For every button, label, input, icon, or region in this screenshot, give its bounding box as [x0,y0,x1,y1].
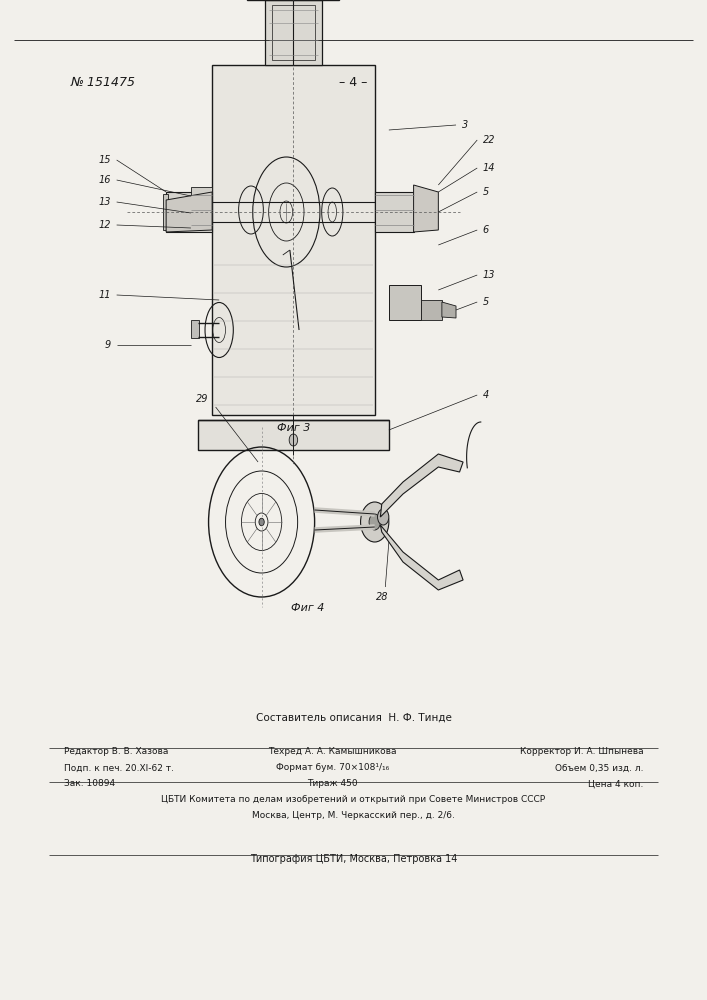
Text: 3: 3 [462,120,468,130]
Circle shape [259,518,264,526]
Bar [265,0,322,65]
Text: 28: 28 [375,592,388,602]
Text: 4: 4 [483,390,489,400]
Text: Москва, Центр, М. Черкасский пер., д. 2/6.: Москва, Центр, М. Черкасский пер., д. 2/… [252,812,455,820]
Polygon shape [380,454,463,517]
Bar [191,187,212,205]
Bar [166,192,212,232]
Text: Редактор В. В. Хазова: Редактор В. В. Хазова [64,748,168,756]
Text: Формат бум. 70×108¹/₁₆: Формат бум. 70×108¹/₁₆ [276,764,389,772]
Polygon shape [166,192,212,232]
Text: Тираж 450: Тираж 450 [307,780,358,788]
Bar [375,192,414,232]
Circle shape [369,514,380,530]
Text: Объем 0,35 изд. л.: Объем 0,35 изд. л. [555,764,643,772]
Bar [421,300,442,320]
Circle shape [289,434,298,446]
Text: – 4 –: – 4 – [339,77,368,90]
Bar [198,420,389,450]
Polygon shape [414,185,438,232]
Text: Корректор И. А. Шпынева: Корректор И. А. Шпынева [520,748,643,756]
Text: Зак. 10894: Зак. 10894 [64,780,115,788]
Text: 22: 22 [483,135,496,145]
Bar [389,285,421,320]
Bar [191,205,212,222]
Text: 9: 9 [105,340,111,350]
Text: Техред А. А. Камышникова: Техред А. А. Камышникова [268,748,397,756]
Text: 6: 6 [483,225,489,235]
Bar [212,65,375,415]
Circle shape [361,502,389,542]
Text: 15: 15 [98,155,111,165]
Text: 14: 14 [483,163,496,173]
Text: 13: 13 [98,197,111,207]
Polygon shape [380,525,463,590]
Text: Фиг 3: Фиг 3 [276,423,310,433]
Bar [272,5,315,60]
Polygon shape [442,302,456,318]
Text: Типография ЦБТИ, Москва, Петровка 14: Типография ЦБТИ, Москва, Петровка 14 [250,854,457,864]
Text: 11: 11 [98,290,111,300]
Text: ЦБТИ Комитета по делам изобретений и открытий при Совете Министров СССР: ЦБТИ Комитета по делам изобретений и отк… [161,796,546,804]
Text: Цена 4 коп.: Цена 4 коп. [588,780,643,788]
Text: 29: 29 [196,394,209,404]
Text: 16: 16 [98,175,111,185]
Bar [163,194,168,230]
Circle shape [378,509,389,525]
Text: 5: 5 [483,187,489,197]
Text: Фиг 4: Фиг 4 [291,603,325,613]
Text: 13: 13 [483,270,496,280]
Text: Подп. к печ. 20.XI-62 т.: Подп. к печ. 20.XI-62 т. [64,764,174,772]
Text: 5: 5 [483,297,489,307]
Text: Составитель описания  Н. Ф. Тинде: Составитель описания Н. Ф. Тинде [255,713,452,723]
Bar [191,320,199,338]
Text: 12: 12 [98,220,111,230]
Text: № 151475: № 151475 [71,77,136,90]
